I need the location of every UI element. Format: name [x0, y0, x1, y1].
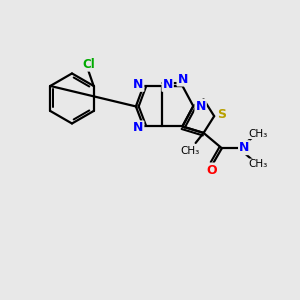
Text: S: S [217, 108, 226, 121]
Text: O: O [207, 164, 218, 176]
Text: N: N [133, 122, 143, 134]
Text: CH₃: CH₃ [249, 159, 268, 169]
Text: CH₃: CH₃ [249, 128, 268, 139]
Text: N: N [178, 73, 188, 85]
Text: CH₃: CH₃ [180, 146, 200, 156]
Text: N: N [133, 78, 143, 91]
Text: N: N [196, 100, 206, 112]
Text: N: N [239, 141, 249, 154]
Text: N: N [163, 78, 173, 91]
Text: Cl: Cl [82, 58, 95, 71]
